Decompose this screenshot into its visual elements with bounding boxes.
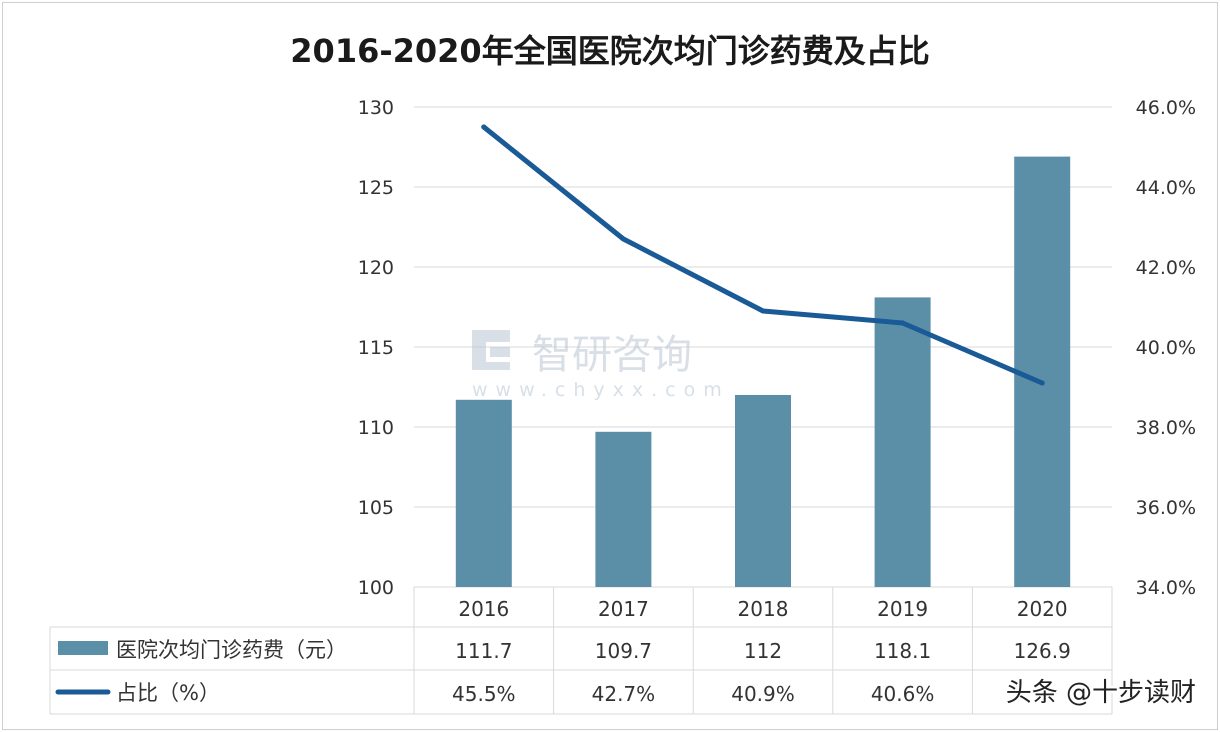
bar-value-label: 111.7	[455, 639, 512, 663]
category-label: 2019	[877, 597, 928, 621]
left-axis-tick-label: 100	[358, 577, 394, 599]
source-mark: 头条 @十步读财	[1006, 678, 1196, 708]
bar-value-label: 118.1	[874, 639, 931, 663]
right-axis-tick-label: 36.0%	[1136, 497, 1196, 519]
right-y-axis: 34.0% 36.0% 38.0% 40.0% 42.0% 44.0% 46.0%	[1136, 97, 1196, 599]
left-axis-tick-label: 105	[358, 497, 394, 519]
watermark-logo-icon	[472, 330, 510, 370]
legend-bar-label: 医院次均门诊药费（元）	[116, 638, 347, 662]
legend-line-label: 占比（%）	[116, 681, 220, 705]
left-axis-tick-label: 110	[358, 417, 394, 439]
line-point	[620, 236, 626, 242]
bar	[874, 297, 931, 587]
category-label: 2017	[598, 597, 649, 621]
right-axis-tick-label: 40.0%	[1136, 337, 1196, 359]
line-value-label: 40.6%	[871, 682, 935, 706]
left-axis-tick-label: 125	[358, 177, 394, 199]
right-axis-tick-label: 42.0%	[1136, 257, 1196, 279]
watermark: 智研咨询 www.chyxx.com	[472, 330, 730, 401]
left-axis-tick-label: 130	[358, 97, 394, 119]
line-value-label: 45.5%	[452, 682, 516, 706]
bar	[1014, 156, 1071, 587]
legend-bar-swatch	[58, 641, 108, 655]
left-y-axis: 100 105 110 115 120 125 130	[358, 97, 394, 599]
right-axis-tick-label: 44.0%	[1136, 177, 1196, 199]
right-axis-tick-label: 34.0%	[1136, 577, 1196, 599]
bar-series	[455, 156, 1071, 587]
category-label: 2016	[458, 597, 509, 621]
bar	[455, 399, 512, 587]
left-axis-tick-label: 115	[358, 337, 394, 359]
line-point	[1039, 380, 1045, 386]
bar	[595, 431, 652, 587]
watermark-url: www.chyxx.com	[472, 379, 730, 401]
right-axis-tick-label: 38.0%	[1136, 417, 1196, 439]
data-table: 2016 2017 2018 2019 2020 医院次均门诊药费（元） 占比（%） 111.…	[49, 587, 1113, 715]
gridlines	[414, 106, 1112, 588]
line-value-label: 40.9%	[731, 682, 795, 706]
category-label: 2020	[1017, 597, 1068, 621]
line-point	[481, 124, 487, 130]
watermark-text: 智研咨询	[532, 332, 692, 378]
bar-value-label: 112	[744, 639, 782, 663]
line-value-label: 42.7%	[592, 682, 656, 706]
right-axis-tick-label: 46.0%	[1136, 97, 1196, 119]
line-point	[760, 308, 766, 314]
line-series	[481, 124, 1045, 386]
bar	[735, 395, 791, 587]
chart-title: 2016-2020年全国医院次均门诊药费及占比	[290, 32, 929, 70]
category-label: 2018	[738, 597, 789, 621]
bar-value-label: 126.9	[1014, 639, 1071, 663]
line-point	[900, 320, 906, 326]
bar-value-label: 109.7	[595, 639, 652, 663]
left-axis-tick-label: 120	[358, 257, 394, 279]
